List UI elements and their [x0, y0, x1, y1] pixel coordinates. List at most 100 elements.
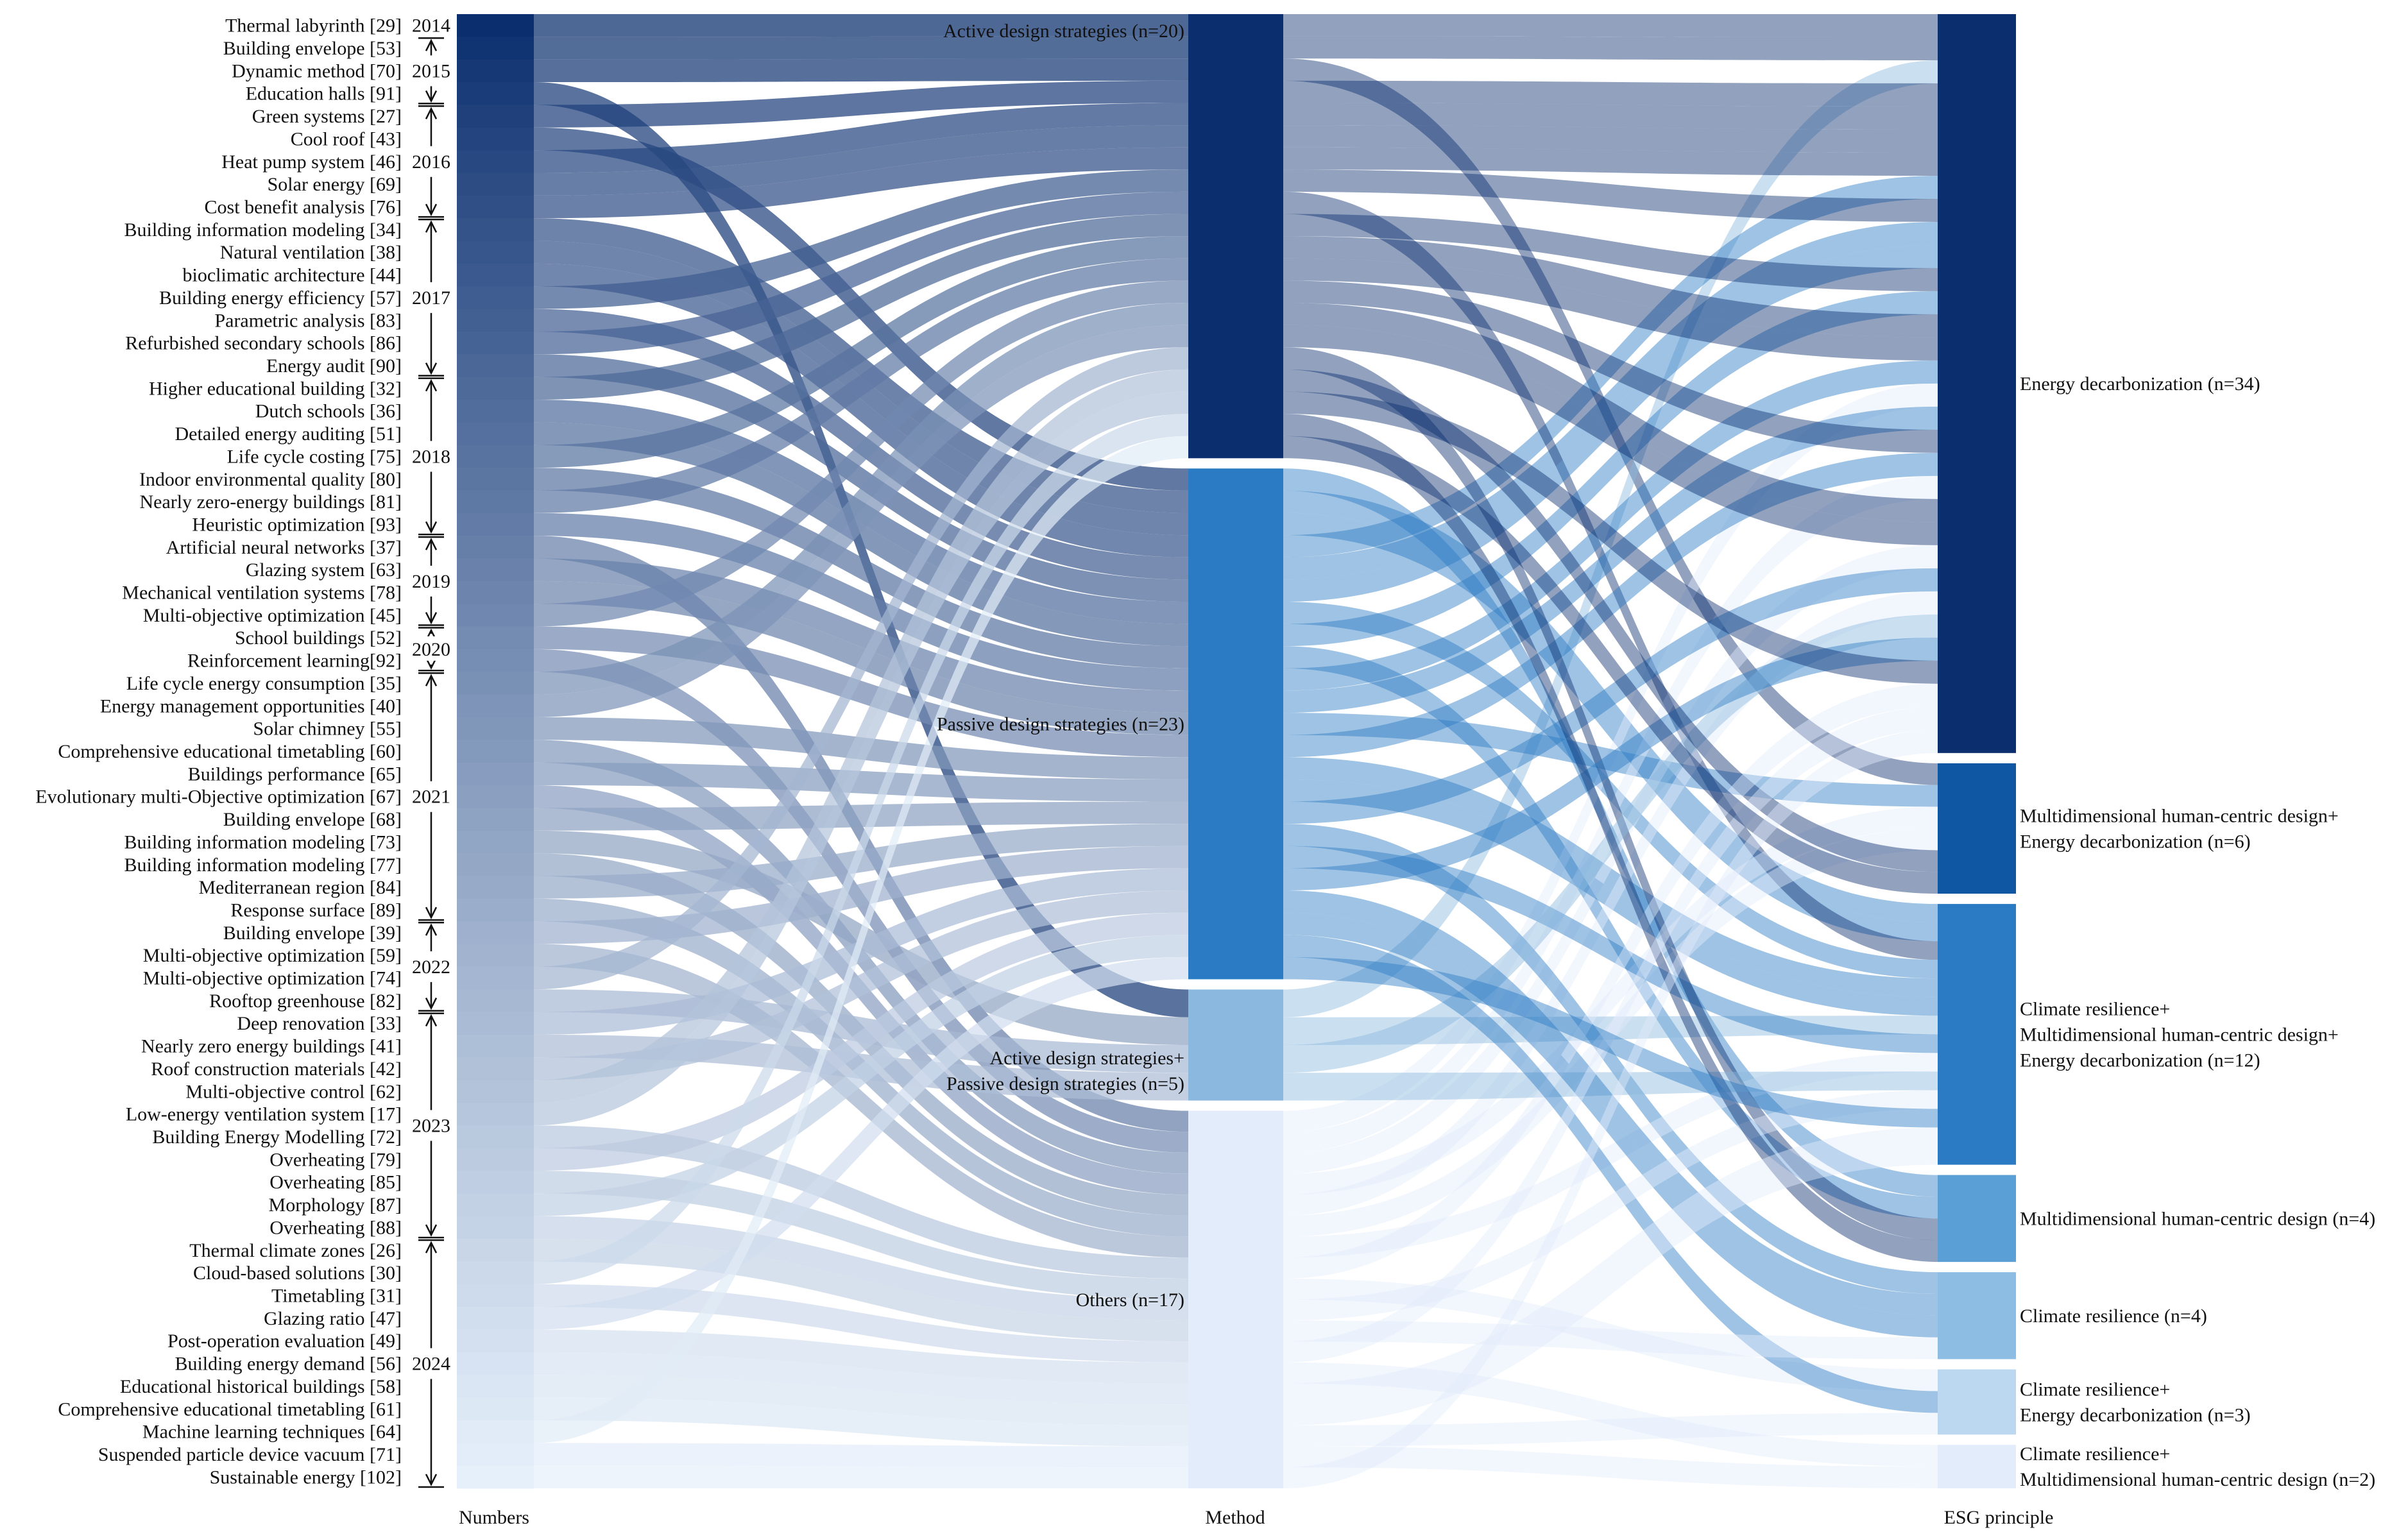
method-label: Others (n=17) [1076, 1289, 1184, 1311]
flow-paper-to-method [534, 762, 1188, 802]
paper-label: Mechanical ventilation systems [78] [122, 582, 402, 604]
paper-label: Building envelope [68] [223, 809, 402, 830]
flows-method-to-esg [1283, 14, 1938, 1488]
paper-node [457, 218, 534, 242]
paper-node [457, 1034, 534, 1058]
year-label-bg [408, 636, 454, 661]
paper-node [457, 1171, 534, 1194]
paper-label: Educational historical buildings [58] [120, 1376, 402, 1397]
paper-node [457, 626, 534, 650]
flow-method-to-esg [1283, 683, 1938, 1279]
paper-node [457, 989, 534, 1013]
paper-label: Green systems [27] [252, 106, 402, 127]
paper-node [457, 898, 534, 922]
flow-paper-to-method [534, 325, 1188, 717]
flow-method-to-esg [1283, 468, 1938, 1197]
paper-node [457, 14, 534, 37]
esg-node [1938, 1272, 2016, 1359]
paper-node [457, 808, 534, 831]
flow-method-to-esg [1283, 60, 1938, 1017]
flow-method-to-esg [1283, 646, 1938, 1219]
flow-paper-to-method [534, 1284, 1188, 1363]
flow-paper-to-method [534, 391, 1188, 1126]
flow-paper-to-method [534, 944, 1188, 1258]
flow-method-to-esg [1283, 824, 1938, 1294]
method-column [1188, 14, 1283, 1488]
flow-method-to-esg [1283, 1016, 1938, 1045]
flow-paper-to-method [534, 347, 1188, 990]
paper-node [457, 921, 534, 945]
paper-node [457, 1397, 534, 1421]
paper-node [457, 105, 534, 128]
paper-node [457, 1148, 534, 1171]
flow-method-to-esg [1283, 1446, 1938, 1488]
flow-paper-to-method [534, 1375, 1188, 1425]
year-arrow [425, 521, 438, 534]
year-arrow [425, 657, 438, 670]
paper-label: Dynamic method [70] [232, 60, 402, 81]
year-arrow [425, 378, 438, 392]
paper-label: Mediterranean region [84] [198, 877, 402, 898]
flow-method-to-esg [1283, 757, 1938, 998]
paper-node [457, 694, 534, 718]
paper-label: Building energy demand [56] [175, 1354, 402, 1375]
paper-label: Machine learning techniques [64] [142, 1422, 402, 1443]
paper-label: Buildings performance [65] [188, 763, 402, 785]
flow-paper-to-method [534, 957, 1188, 1330]
method-label: Active design strategies (n=20) [943, 21, 1184, 42]
paper-node [457, 422, 534, 446]
paper-label: Building information modeling [34] [124, 219, 402, 241]
flow-method-to-esg [1283, 591, 1938, 1216]
esg-labels: Energy decarbonization (n=34) Multidimens… [2020, 373, 2375, 1490]
paper-node [457, 468, 534, 491]
paper-label: Detailed energy auditing [51] [175, 423, 402, 445]
paper-node [457, 1375, 534, 1399]
year-arrow [425, 1224, 438, 1237]
paper-label: Building envelope [53] [223, 38, 402, 59]
flow-method-to-esg [1283, 436, 1938, 894]
esg-node [1938, 14, 2016, 753]
paper-node [457, 740, 534, 763]
paper-node [457, 1352, 534, 1375]
paper-node [457, 830, 534, 854]
flow-method-to-esg [1283, 360, 1938, 691]
paper-labels: Thermal labyrinth [29]Building envelope … [35, 15, 402, 1488]
flow-method-to-esg [1283, 258, 1938, 361]
flow-method-to-esg [1283, 36, 1938, 60]
flow-paper-to-method [534, 354, 1188, 602]
flow-paper-to-method [534, 536, 1188, 1132]
year-arrow [425, 220, 438, 233]
year-label-bg [408, 58, 454, 83]
esg-node [1938, 1445, 2016, 1488]
paper-label: Reinforcement learning[92] [187, 650, 402, 672]
flow-paper-to-method [534, 80, 1188, 128]
paper-label: Education halls [91] [246, 83, 402, 105]
paper-label: Nearly zero-energy buildings [81] [140, 491, 402, 513]
esg-label: Energy decarbonization (n=34) [2020, 373, 2260, 395]
paper-label: Roof construction materials [42] [151, 1059, 402, 1080]
flow-paper-to-method [534, 36, 1188, 60]
year-label-bg [408, 12, 454, 37]
flow-method-to-esg [1283, 706, 1938, 1363]
esg-label: Multidimensional human-centric design+ [2020, 1024, 2339, 1045]
paper-label: Suspended particle device vacuum [71] [98, 1444, 402, 1465]
flow-method-to-esg [1283, 1127, 1938, 1405]
year-label-bg [408, 443, 454, 468]
flow-method-to-esg [1283, 406, 1938, 713]
paper-node [457, 1420, 534, 1443]
flow-paper-to-method [534, 513, 1188, 691]
flow-paper-to-method [534, 82, 1188, 1017]
flow-method-to-esg [1283, 147, 1938, 176]
esg-node [1938, 1175, 2016, 1263]
year-label: 2020 [412, 639, 450, 660]
paper-node [457, 37, 534, 60]
method-node [1188, 14, 1283, 459]
esg-label: Energy decarbonization (n=3) [2020, 1404, 2251, 1425]
paper-label: Overheating [79] [269, 1149, 402, 1170]
flow-method-to-esg [1283, 602, 1938, 979]
paper-node [457, 876, 534, 899]
year-arrow [425, 106, 438, 119]
paper-label: Overheating [85] [269, 1172, 402, 1193]
flow-paper-to-method [534, 890, 1188, 1080]
paper-label: Overheating [88] [269, 1217, 402, 1238]
